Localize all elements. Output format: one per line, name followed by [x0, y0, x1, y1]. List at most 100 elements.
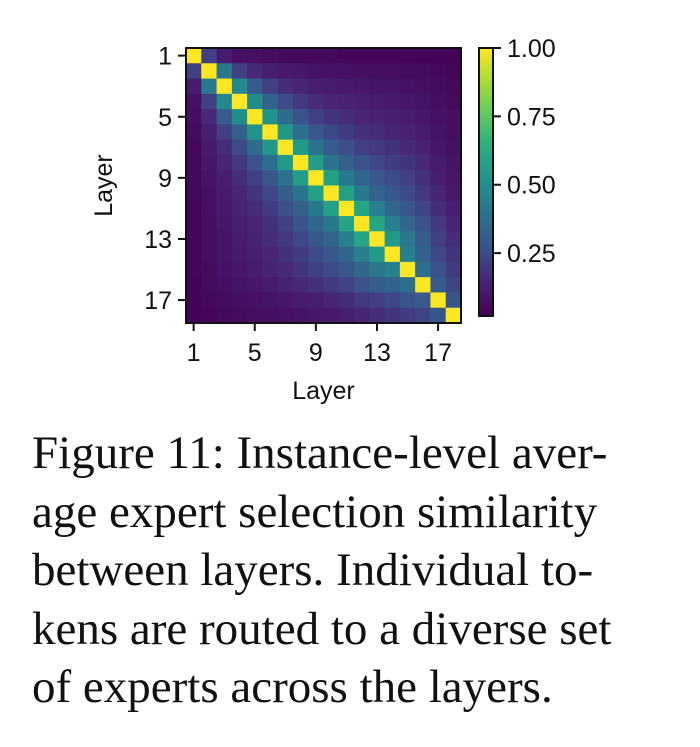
heatmap-cell	[308, 246, 325, 263]
x-tick-label: 1	[187, 339, 201, 367]
heatmap-cell	[445, 307, 462, 324]
heatmap-cell	[277, 292, 294, 309]
heatmap-cell	[308, 261, 325, 278]
heatmap-cell	[445, 139, 462, 156]
heatmap-cell	[201, 200, 218, 217]
heatmap-cell	[247, 154, 263, 171]
heatmap-cell	[369, 78, 386, 95]
y-tick-label: 9	[158, 165, 172, 193]
heatmap-cell	[323, 93, 340, 110]
heatmap-cell	[338, 78, 355, 95]
heatmap-cell	[231, 109, 248, 125]
heatmap-cell	[415, 93, 432, 110]
heatmap-cell	[186, 139, 202, 156]
heatmap-cell	[430, 139, 447, 156]
heatmap-cell	[384, 216, 401, 232]
heatmap-cell	[399, 170, 416, 187]
heatmap-cell	[430, 277, 447, 294]
heatmap-cell	[262, 109, 279, 125]
heatmap-cell	[308, 170, 325, 187]
heatmap-cell	[369, 292, 386, 309]
heatmap-cell	[354, 63, 370, 80]
colorbar-tick-label: 0.25	[507, 240, 556, 268]
heatmap-cell	[415, 63, 432, 80]
y-axis-ticks: 1 5 9 13 17	[144, 43, 186, 315]
x-axis-label: Layer	[292, 377, 355, 405]
heatmap-cell	[216, 292, 233, 309]
heatmap-cell	[415, 78, 432, 95]
heatmap-cell	[445, 48, 462, 64]
heatmap-cell	[216, 154, 233, 171]
heatmap-cell	[277, 231, 294, 248]
heatmap-cell	[308, 307, 325, 324]
heatmap-cell	[369, 109, 386, 125]
heatmap-cell	[354, 154, 370, 171]
heatmap-cell	[262, 139, 279, 156]
figure-caption: Figure 11: Instance-level aver- age expe…	[32, 427, 612, 713]
heatmap-cell	[399, 109, 416, 125]
heatmap-cell	[186, 216, 202, 232]
heatmap-cell	[201, 185, 218, 202]
heatmap-cell	[247, 109, 263, 125]
heatmap-cell	[292, 109, 309, 125]
heatmap-cell	[186, 200, 202, 217]
heatmap-cell	[277, 307, 294, 324]
heatmap-cell	[384, 292, 401, 309]
heatmap-cell	[231, 185, 248, 202]
heatmap-cell	[292, 154, 309, 171]
heatmap-cell	[292, 246, 309, 263]
heatmap-cell	[415, 154, 432, 171]
heatmap-cell	[384, 78, 401, 95]
heatmap-cell	[247, 63, 263, 80]
heatmap-cell	[201, 292, 218, 309]
heatmap-cell	[262, 124, 279, 141]
heatmap-cell	[323, 109, 340, 125]
heatmap-cell	[247, 48, 263, 64]
heatmap-cell	[384, 63, 401, 80]
heatmap-cell	[415, 246, 432, 263]
heatmap-cell	[216, 109, 233, 125]
heatmap-cell	[399, 154, 416, 171]
heatmap-cell	[323, 170, 340, 187]
heatmap-cell	[308, 93, 325, 110]
heatmap-cell	[430, 292, 447, 309]
heatmap-cell	[399, 231, 416, 248]
heatmap-cell	[216, 185, 233, 202]
heatmap-cell	[369, 170, 386, 187]
heatmap-cell	[399, 78, 416, 95]
heatmap-cell	[186, 109, 202, 125]
heatmap-cell	[247, 246, 263, 263]
heatmap-cell	[201, 261, 218, 278]
y-tick-label: 5	[158, 104, 172, 132]
heatmap-cell	[216, 216, 233, 232]
heatmap-cell	[338, 185, 355, 202]
heatmap-cell	[354, 139, 370, 156]
heatmap-cell	[354, 124, 370, 141]
heatmap-cell	[384, 124, 401, 141]
heatmap-cell	[354, 277, 370, 294]
heatmap-cell	[277, 109, 294, 125]
heatmap-cell	[354, 307, 370, 324]
heatmap-cell	[384, 185, 401, 202]
heatmap-cell	[399, 216, 416, 232]
heatmap-cell	[399, 200, 416, 217]
heatmap-cell	[186, 307, 202, 324]
heatmap-cell	[369, 307, 386, 324]
heatmap-cell	[384, 277, 401, 294]
heatmap-cell	[201, 109, 218, 125]
heatmap-cell	[430, 216, 447, 232]
heatmap-cell	[231, 246, 248, 263]
heatmap-cell	[308, 48, 325, 64]
heatmap-cell	[323, 78, 340, 95]
heatmap-cell	[323, 139, 340, 156]
heatmap-cells	[186, 48, 462, 324]
heatmap-cell	[445, 261, 462, 278]
heatmap-cell	[201, 307, 218, 324]
heatmap-cell	[354, 78, 370, 95]
heatmap-cell	[415, 139, 432, 156]
heatmap-cell	[277, 154, 294, 171]
heatmap-cell	[399, 292, 416, 309]
heatmap-cell	[445, 185, 462, 202]
heatmap-cell	[262, 63, 279, 80]
heatmap-cell	[369, 231, 386, 248]
